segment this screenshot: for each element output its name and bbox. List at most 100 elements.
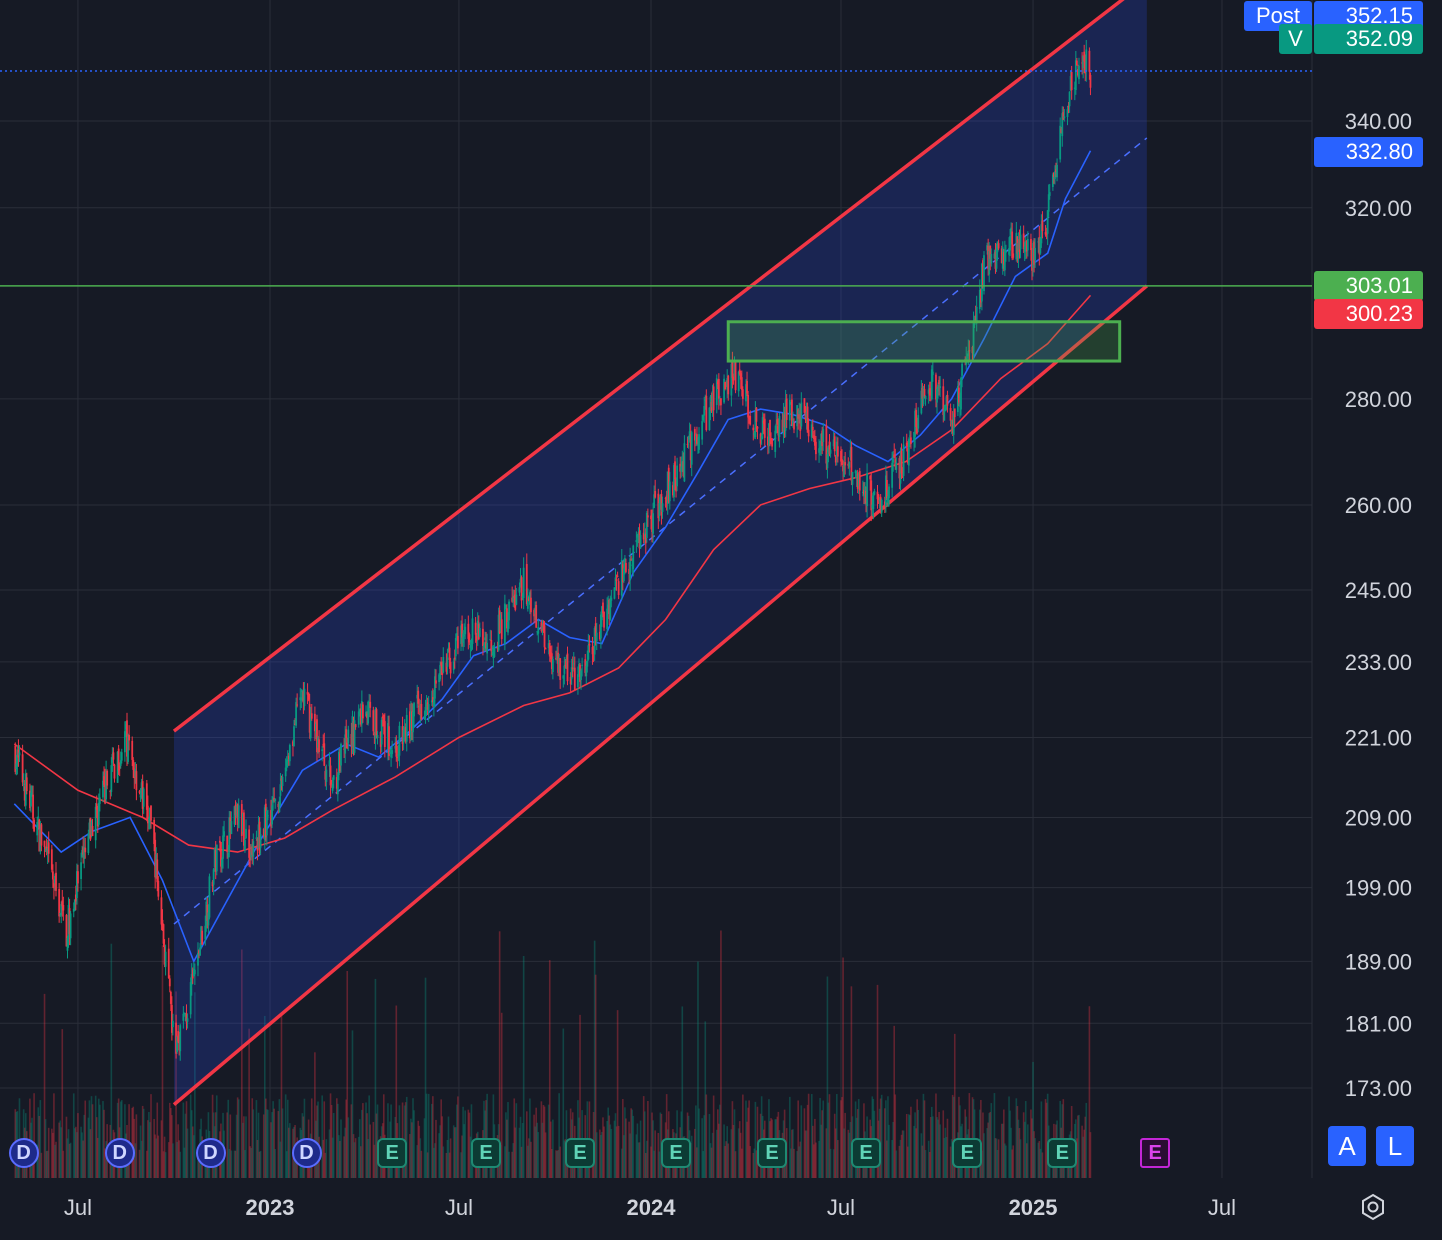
settings-icon[interactable] [1358, 1192, 1388, 1222]
volume-bar [425, 1093, 428, 1178]
volume-bar [441, 1116, 444, 1178]
candle-body [251, 846, 254, 855]
candle-body [606, 608, 609, 629]
candle-body [358, 709, 361, 717]
candle-body [644, 533, 647, 544]
volume-bar [417, 1120, 420, 1178]
dividend-marker-0[interactable]: D [8, 1138, 39, 1168]
volume-bar [156, 1102, 159, 1178]
candle-body [111, 754, 114, 763]
candle-body [272, 796, 275, 803]
earnings-marker-8[interactable]: E [757, 1138, 788, 1168]
candle-body [581, 664, 584, 666]
volume-bar [702, 1151, 704, 1178]
candle-body [445, 662, 448, 672]
volume-bar [821, 1110, 823, 1178]
volume-bar [1003, 1109, 1005, 1178]
volume-bar [924, 1150, 927, 1178]
candle-body [740, 377, 743, 390]
volume-bar [430, 1103, 433, 1178]
volume-bar [837, 1140, 839, 1178]
candle-body [910, 437, 912, 445]
volume-bar [993, 1093, 996, 1178]
candle-body [98, 797, 101, 804]
volume-bar [629, 1133, 631, 1178]
candle-body [599, 614, 602, 639]
earnings-marker-9[interactable]: E [851, 1138, 882, 1168]
volume-bar [1031, 1118, 1033, 1178]
candle-body [255, 837, 258, 839]
earnings-marker-4[interactable]: E [377, 1138, 408, 1168]
candle-body [681, 461, 684, 469]
candle-body [72, 908, 75, 912]
candle-body [1033, 241, 1035, 265]
volume-bar [623, 1135, 625, 1178]
log-scale-button[interactable]: L [1376, 1126, 1414, 1166]
earnings-marker-6[interactable]: E [565, 1138, 596, 1168]
candle-body [937, 384, 939, 392]
candle-body [781, 419, 784, 432]
candle-body [250, 851, 253, 858]
candle-body [132, 759, 135, 770]
volume-bar [146, 1150, 148, 1178]
chart-grid [0, 0, 1313, 1178]
candle-body [942, 386, 945, 415]
volume-bar [446, 1139, 449, 1178]
earnings-marker-10[interactable]: E [952, 1138, 983, 1168]
candle-body [899, 454, 902, 484]
volume-bar [529, 1098, 531, 1178]
candle-body [543, 625, 546, 648]
volume-bar [842, 957, 844, 1178]
candle-body [995, 249, 998, 269]
candle-body [783, 414, 786, 428]
candle-body [865, 490, 867, 504]
candle-body [89, 817, 92, 840]
candle-body [258, 821, 261, 854]
volume-bar [843, 1128, 845, 1178]
volume-bar [110, 943, 113, 1178]
volume-bar [891, 1140, 893, 1178]
volume-bar [712, 1095, 715, 1178]
volume-bar [135, 1114, 138, 1178]
candle-body [134, 769, 137, 778]
volume-bar [562, 1028, 565, 1178]
dividend-marker-3[interactable]: D [291, 1138, 322, 1168]
candle-body [230, 821, 233, 834]
candle-body [1039, 238, 1042, 254]
y-tick-label-2: 280.00 [1345, 387, 1412, 412]
earnings-marker-11[interactable]: E [1047, 1138, 1078, 1168]
candle-body [390, 752, 392, 758]
candle-body [863, 489, 865, 495]
candle-body [694, 435, 697, 444]
volume-bar [958, 1096, 960, 1178]
earnings-marker-7[interactable]: E [661, 1138, 692, 1168]
volume-bar [132, 1106, 135, 1178]
candle-body [176, 1036, 178, 1052]
volume-bar [251, 1098, 254, 1178]
candle-body [841, 459, 843, 465]
volume-bar [793, 1148, 795, 1178]
candle-body [664, 497, 667, 499]
dividend-marker-1[interactable]: D [104, 1138, 135, 1168]
auto-scale-button[interactable]: A [1328, 1126, 1366, 1166]
candle-body [288, 745, 291, 762]
candle-body [167, 948, 170, 979]
volume-bar [1008, 1096, 1010, 1178]
volume-bar [657, 1132, 660, 1178]
earnings-marker-12[interactable]: E [1140, 1138, 1171, 1168]
earnings-marker-5[interactable]: E [471, 1138, 502, 1168]
candle-body [832, 439, 835, 447]
candle-body [1068, 91, 1071, 107]
candle-body [1078, 65, 1080, 80]
candle-body [204, 925, 207, 940]
dividend-marker-2[interactable]: D [195, 1138, 226, 1168]
candle-body [309, 713, 312, 739]
volume-bar [745, 1100, 747, 1178]
volume-bar [617, 1125, 620, 1178]
candle-body [449, 662, 452, 674]
candle-body [628, 568, 630, 574]
candle-body [513, 595, 516, 598]
candle-body [128, 734, 130, 741]
candle-body [1008, 247, 1010, 255]
